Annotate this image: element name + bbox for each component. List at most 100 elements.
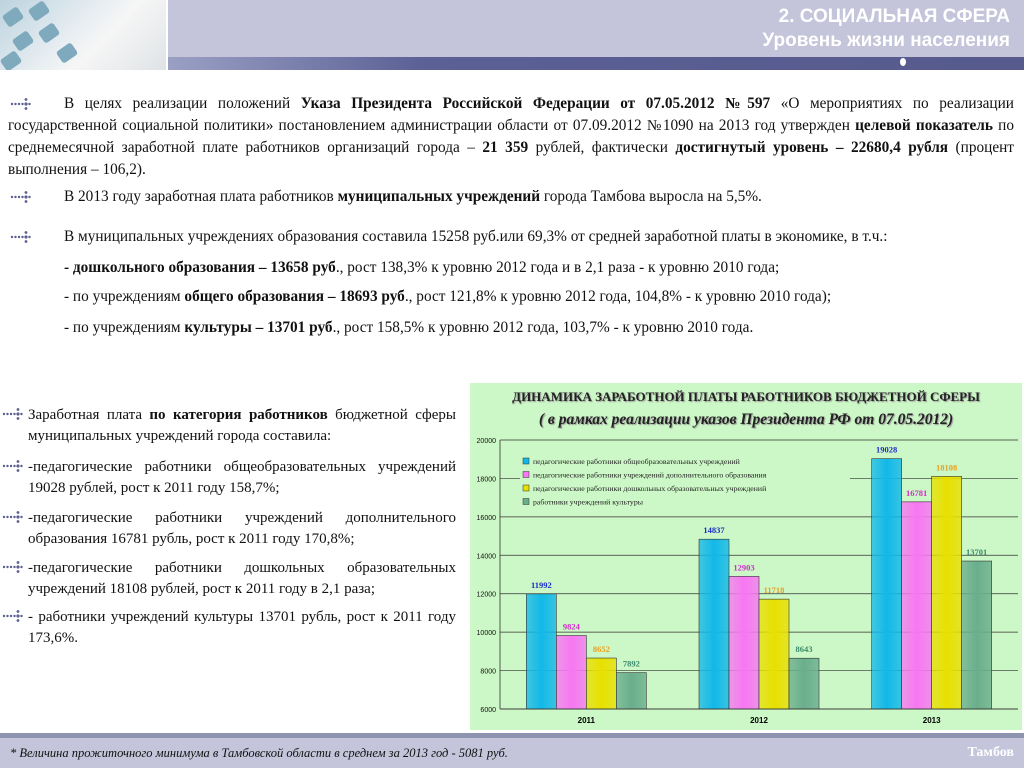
paragraph: -педагогические работники общеобразовате… xyxy=(28,457,456,498)
y-tick-label: 18000 xyxy=(477,476,497,483)
text-segment: - работники учреждений культуры 13701 ру… xyxy=(28,609,456,646)
bar xyxy=(931,476,962,710)
paragraph: - дошкольного образования – 13658 руб., … xyxy=(8,257,1014,279)
bullet-icon xyxy=(2,459,24,473)
bullet-icon xyxy=(10,97,32,111)
text-segment: - по учреждениям xyxy=(64,319,185,336)
legend-swatch xyxy=(522,498,530,505)
data-label: 12903 xyxy=(733,562,754,572)
bar xyxy=(526,593,557,710)
salary-chart: 6000 8000 10000 12000 14000 16000 18000 20000 20… xyxy=(470,383,1022,730)
y-tick-label: 20000 xyxy=(477,438,497,445)
data-label: 19028 xyxy=(876,445,897,455)
bullet-icon xyxy=(2,609,24,623)
text-segment: целевой показатель xyxy=(855,117,993,134)
text-segment: Заработная плата xyxy=(28,407,150,423)
text-segment: культуры – 13701 руб xyxy=(184,319,333,336)
chart-subtitle: ( в рамках реализации указов Президента … xyxy=(538,411,954,428)
bullet-icon xyxy=(10,190,32,204)
data-label: 11718 xyxy=(764,585,785,595)
y-tick-label: 16000 xyxy=(477,515,497,522)
text-segment: В целях реализации положений xyxy=(64,95,301,112)
x-tick-label: 2011 xyxy=(578,716,596,725)
bar xyxy=(698,538,730,710)
bar xyxy=(901,501,932,710)
text-segment: ., рост 121,8% к уровню 2012 года, 104,8… xyxy=(404,288,832,305)
data-label: 13701 xyxy=(966,547,987,557)
header-band xyxy=(168,0,1024,57)
footer: * Величина прожиточного минимума в Тамбо… xyxy=(0,738,1024,768)
bullet-icon xyxy=(10,230,32,244)
data-label: 8652 xyxy=(593,644,610,654)
text-segment: по среднемесячной заработной плате работ… xyxy=(8,117,1014,156)
text-segment: В муниципальных учреждениях образования … xyxy=(64,228,888,245)
text-segment: -педагогические работники общеобразовате… xyxy=(28,459,456,496)
legend-label: педагогические работники общеобразовател… xyxy=(533,457,740,466)
legend-swatch xyxy=(522,457,530,465)
text-segment: достигнутый уровень – 22680,4 рубля xyxy=(675,139,949,156)
x-tick-label: 2012 xyxy=(750,716,768,725)
bar xyxy=(758,598,790,710)
y-tick-label: 8000 xyxy=(480,669,496,676)
footer-note: * Величина прожиточного минимума в Тамбо… xyxy=(10,746,508,760)
paragraph: Заработная плата по категория работников… xyxy=(28,405,456,446)
data-label: 16781 xyxy=(906,488,927,498)
text-segment: ., рост 138,3% к уровню 2012 года и в 2,… xyxy=(335,259,780,276)
paragraph: - по учреждениям культуры – 13701 руб., … xyxy=(8,317,1014,339)
paragraph: В 2013 году заработная плата работников … xyxy=(8,186,1014,208)
data-label: 7892 xyxy=(623,659,640,669)
legend xyxy=(520,455,850,515)
text-segment: - по учреждениям xyxy=(64,288,185,305)
text-segment: Указа Президента Российской Федерации от… xyxy=(300,95,771,112)
paragraph: -педагогические работники дошкольных обр… xyxy=(28,558,456,599)
data-label: 11992 xyxy=(531,580,552,590)
bullet-icon xyxy=(2,560,24,574)
footer-line xyxy=(0,733,1024,738)
paragraph: В целях реализации положений Указа Прези… xyxy=(8,93,1014,181)
bullet-icon xyxy=(2,407,24,421)
paragraph: - работники учреждений культуры 13701 ру… xyxy=(28,607,456,648)
bar xyxy=(788,657,820,710)
y-tick-label: 6000 xyxy=(480,707,496,714)
text-segment: «О мероприятиях по реализации государств… xyxy=(8,95,1014,134)
text-segment: 21 359 xyxy=(482,139,529,156)
bar xyxy=(728,576,760,710)
text-segment: - дошкольного образования – 13658 руб xyxy=(64,259,336,276)
bar xyxy=(871,458,902,710)
legend-label: педагогические работники учреждений допо… xyxy=(533,471,767,480)
bar xyxy=(616,672,647,710)
text-segment: по категория работников xyxy=(149,407,328,423)
legend-label: работники учреждений культуры xyxy=(533,498,644,507)
bar xyxy=(556,635,587,710)
text-segment: города Тамбова выросла на 5,5%. xyxy=(540,188,762,205)
header-dot xyxy=(900,58,906,66)
text-segment: (процент выполнения – 106,2). xyxy=(8,139,1014,178)
bar xyxy=(586,657,617,710)
chart-plot: 6000 8000 10000 12000 14000 16000 18000 20000 20… xyxy=(477,438,1018,725)
paragraph: В муниципальных учреждениях образования … xyxy=(8,226,1014,248)
text-segment: -педагогические работники дошкольных обр… xyxy=(28,560,456,597)
text-segment: -педагогические работники учреждений доп… xyxy=(28,510,456,547)
footer-city: Тамбов xyxy=(967,745,1014,760)
text-segment: ., рост 158,5% к уровню 2012 года, 103,7… xyxy=(332,319,754,336)
text-segment: рублей, фактически xyxy=(528,139,676,156)
data-label: 14837 xyxy=(703,525,725,535)
paragraph: -педагогические работники учреждений доп… xyxy=(28,508,456,549)
header-calculator-image xyxy=(0,0,166,70)
text-segment: общего образования – 18693 руб xyxy=(184,288,405,305)
y-tick-label: 10000 xyxy=(477,630,497,637)
section-title: 2. СОЦИАЛЬНАЯ СФЕРА xyxy=(778,6,1010,27)
data-label: 9824 xyxy=(563,622,581,632)
paragraph: - по учреждениям общего образования – 18… xyxy=(8,286,1014,308)
bar xyxy=(961,560,992,710)
text-segment: бюджетной сферы муниципальных учреждений… xyxy=(28,407,456,444)
text-segment: В 2013 году заработная плата работников xyxy=(64,188,338,205)
bullet-icon xyxy=(2,510,24,524)
y-tick-label: 14000 xyxy=(477,553,497,560)
data-label: 18108 xyxy=(936,462,957,472)
legend-swatch xyxy=(522,484,530,492)
data-label: 8643 xyxy=(796,644,813,654)
x-tick-label: 2013 xyxy=(923,716,941,725)
y-tick-label: 12000 xyxy=(477,592,497,599)
legend-swatch xyxy=(522,471,530,478)
